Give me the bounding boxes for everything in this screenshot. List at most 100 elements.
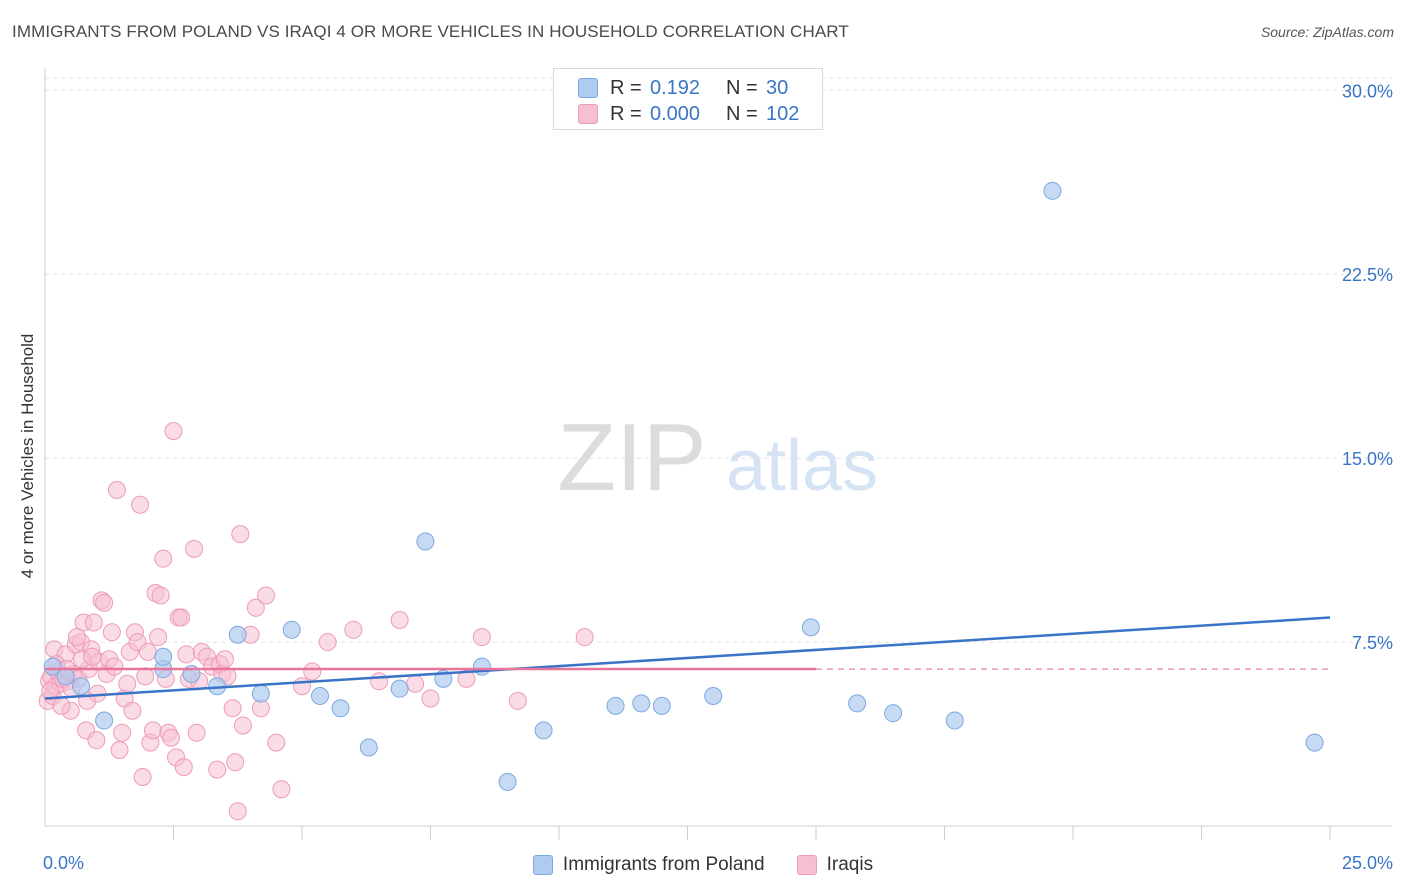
r-label: R = xyxy=(610,102,642,125)
poland-point xyxy=(331,699,350,718)
iraqis-point xyxy=(52,696,71,715)
n-label: N = xyxy=(726,76,758,99)
iraqis-point xyxy=(231,525,250,544)
iraqis-legend-swatch xyxy=(796,855,817,875)
iraqis-point xyxy=(421,689,440,708)
poland-point xyxy=(704,687,723,706)
x-tick-label-max: 25.0% xyxy=(1342,853,1393,873)
iraqis-point xyxy=(177,645,196,664)
iraqis-point xyxy=(272,780,291,799)
legend-item-poland[interactable]: Immigrants from Poland xyxy=(532,854,765,876)
watermark-atlas: atlas xyxy=(726,426,878,506)
iraqis-point xyxy=(172,608,191,627)
iraqis-point xyxy=(233,716,252,735)
iraqis-point xyxy=(215,650,234,669)
poland-point xyxy=(652,696,671,715)
iraqis-point xyxy=(149,628,168,647)
iraqis-points xyxy=(38,422,594,821)
n-label: N = xyxy=(726,102,758,125)
poland-point xyxy=(390,679,409,698)
r-value: 0.000 xyxy=(650,102,701,125)
poland-point xyxy=(71,677,90,696)
poland-point xyxy=(95,711,114,730)
iraqis-point xyxy=(226,753,245,772)
iraqis-point xyxy=(164,422,183,441)
x-tick-label-min: 0.0% xyxy=(43,853,84,873)
trendlines xyxy=(44,616,1331,700)
y-tick-label: 7.5% xyxy=(1352,633,1393,653)
iraqis-point xyxy=(390,610,409,629)
iraqis-point xyxy=(575,628,594,647)
iraqis-point xyxy=(131,495,150,514)
legend-label-poland: Immigrants from Poland xyxy=(562,854,765,875)
iraqis-point xyxy=(154,549,173,568)
iraqis-point xyxy=(95,593,114,612)
legend-item-iraqis[interactable]: Iraqis xyxy=(796,854,874,876)
poland-point xyxy=(154,647,173,666)
iraqis-point xyxy=(208,760,227,779)
stats-row-poland: R = 0.192 N = 30 xyxy=(578,76,788,100)
poland-point xyxy=(56,667,75,686)
iraqis-point xyxy=(133,767,152,786)
series-legend: Immigrants from Poland Iraqis xyxy=(0,852,1406,878)
iraqis-point xyxy=(185,539,204,558)
legend-label-iraqis: Iraqis xyxy=(826,854,874,875)
iraqis-point xyxy=(151,586,170,605)
iraqis-point xyxy=(118,674,137,693)
iraqis-point xyxy=(344,620,363,639)
poland-point xyxy=(1305,733,1324,752)
poland-point xyxy=(945,711,964,730)
iraqis-point xyxy=(87,731,106,750)
poland-points xyxy=(43,181,1324,791)
iraqis-point xyxy=(457,669,476,688)
n-value: 102 xyxy=(766,102,800,125)
iraqis-point xyxy=(67,628,86,647)
iraqis-point xyxy=(123,701,142,720)
iraqis-point xyxy=(136,667,155,686)
poland-point xyxy=(228,625,247,644)
poland-point xyxy=(359,738,378,757)
iraqis-point xyxy=(406,674,425,693)
poland-point xyxy=(1043,181,1062,200)
poland-trendline xyxy=(44,616,1331,700)
iraqis-point xyxy=(41,682,60,701)
iraqis-point xyxy=(370,672,389,691)
iraqis-swatch xyxy=(578,104,598,124)
r-value: 0.192 xyxy=(650,76,701,99)
iraqis-point xyxy=(508,691,527,710)
poland-point xyxy=(848,694,867,713)
iraqis-point xyxy=(223,699,242,718)
iraqis-point xyxy=(293,677,311,696)
iraqis-point xyxy=(105,657,124,676)
iraqis-point xyxy=(83,647,102,666)
y-tick-label: 15.0% xyxy=(1342,449,1393,469)
poland-point xyxy=(251,684,270,703)
iraqis-point xyxy=(472,628,491,647)
stats-legend: R = 0.192 N = 30 R = 0.000 N = 102 xyxy=(553,68,823,130)
watermark-zip: ZIP xyxy=(557,404,706,511)
iraqis-point xyxy=(84,613,103,632)
stats-row-iraqis: R = 0.000 N = 102 xyxy=(578,102,799,126)
y-tick-label: 30.0% xyxy=(1342,81,1393,101)
iraqis-point xyxy=(187,723,206,742)
poland-point xyxy=(416,532,435,551)
chart-title: IMMIGRANTS FROM POLAND VS IRAQI 4 OR MOR… xyxy=(12,22,849,41)
gridlines xyxy=(45,77,1392,643)
poland-swatch xyxy=(578,78,598,98)
poland-point xyxy=(310,687,329,706)
iraqis-point xyxy=(161,728,180,747)
poland-point xyxy=(43,657,62,676)
iraqis-point xyxy=(138,642,157,661)
iraqis-point xyxy=(318,633,337,652)
n-value: 30 xyxy=(766,76,789,99)
iraqis-point xyxy=(246,598,265,617)
iraqis-point xyxy=(303,662,322,681)
iraqis-point xyxy=(257,586,276,605)
source-label: Source: ZipAtlas.com xyxy=(1260,24,1394,40)
iraqis-point xyxy=(110,740,129,759)
poland-point xyxy=(534,721,553,740)
poland-legend-swatch xyxy=(532,855,553,875)
iraqis-point xyxy=(113,723,132,742)
iraqis-point xyxy=(143,721,162,740)
